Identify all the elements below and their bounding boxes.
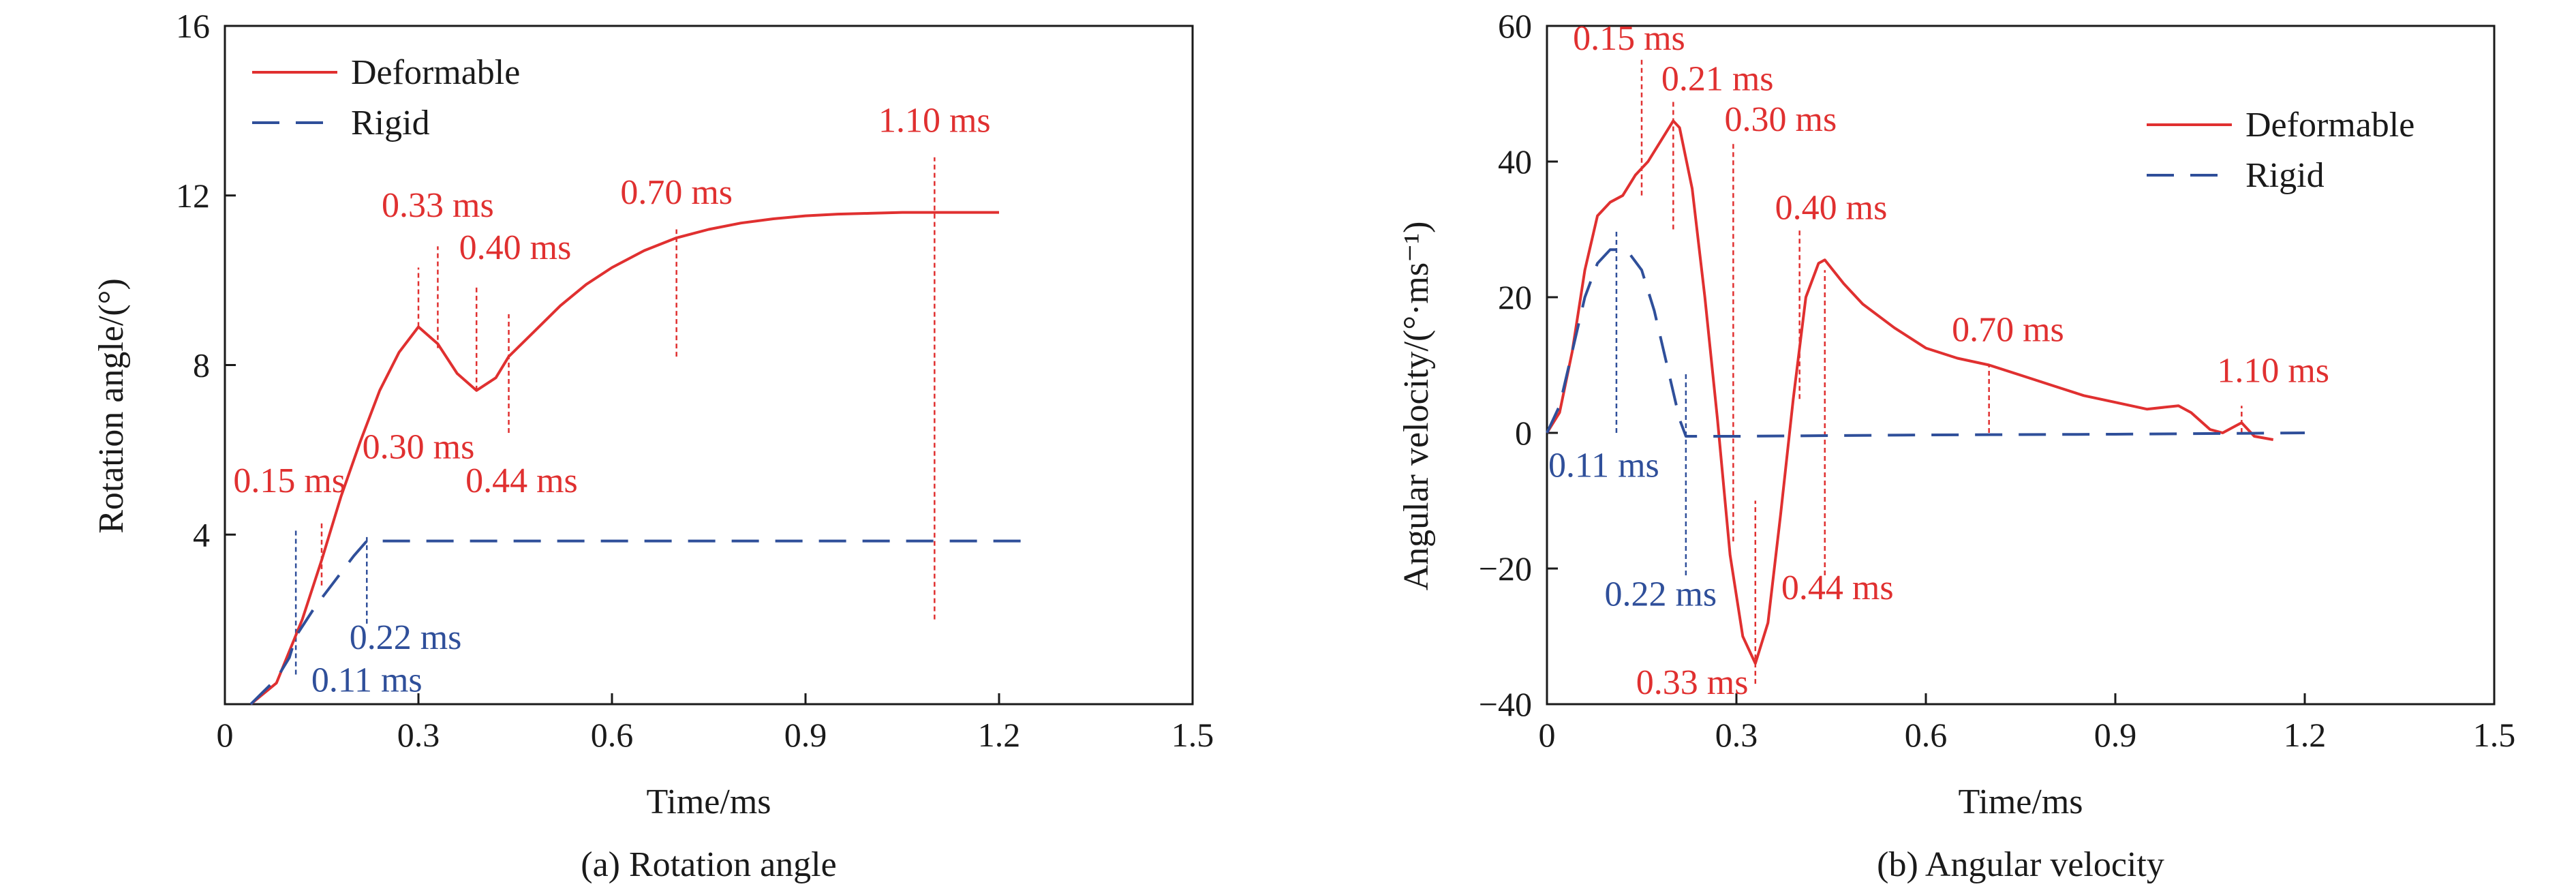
annotation-label: 0.44 ms <box>465 461 578 500</box>
annotation-label: 0.33 ms <box>382 186 494 225</box>
y-tick-label: 0 <box>1515 414 1532 452</box>
x-tick-label: 1.5 <box>2473 716 2516 754</box>
panel-caption: (a) Rotation angle <box>581 845 836 884</box>
x-tick-label: 0.9 <box>784 716 827 754</box>
annotation-label: 0.44 ms <box>1781 569 1894 607</box>
y-tick-label: 60 <box>1498 7 1532 45</box>
y-axis-title: Angular velocity/(°·ms⁻¹) <box>1397 222 1436 591</box>
y-tick-label: 16 <box>176 7 210 45</box>
annotation-label: 0.40 ms <box>459 228 572 267</box>
y-tick-label: 12 <box>176 177 210 215</box>
annotation-label: 0.11 ms <box>1548 446 1659 485</box>
annotation-label: 1.10 ms <box>878 101 991 140</box>
legend-label: Rigid <box>351 104 430 142</box>
y-tick-label: −20 <box>1479 549 1532 588</box>
panel-caption: (b) Angular velocity <box>1877 845 2164 884</box>
x-axis-title: Time/ms <box>646 783 771 821</box>
x-tick-label: 0.3 <box>1715 716 1758 754</box>
annotation-label: 0.30 ms <box>363 427 475 466</box>
y-tick-label: 8 <box>193 346 210 384</box>
x-tick-label: 0.9 <box>2094 716 2137 754</box>
x-axis-title: Time/ms <box>1958 783 2083 821</box>
x-tick-label: 1.5 <box>1171 716 1214 754</box>
legend-label: Deformable <box>2245 106 2414 145</box>
x-tick-label: 0.6 <box>591 716 634 754</box>
annotation-label: 0.15 ms <box>233 461 346 500</box>
y-tick-label: 20 <box>1498 278 1532 316</box>
annotation-label: 0.30 ms <box>1725 100 1837 139</box>
series-line-rigid <box>1546 248 2305 438</box>
annotation-label: 0.21 ms <box>1661 60 1774 99</box>
annotation-label: 1.10 ms <box>2217 351 2329 390</box>
series-line-deformable <box>249 211 999 706</box>
y-tick-label: −40 <box>1479 685 1532 723</box>
annotation-label: 0.70 ms <box>620 173 733 212</box>
y-axis-title: Rotation angle/(°) <box>92 278 131 534</box>
legend-label: Deformable <box>351 53 520 92</box>
annotation-label: 0.22 ms <box>350 618 462 657</box>
legend-label: Rigid <box>2245 156 2325 195</box>
series-line-deformable <box>1546 119 2274 665</box>
panel-angular-velocity: 0 0.3 0.6 0.9 1.2 1.5 −40 −20 0 20 40 60 Time/ms Angu… <box>1397 7 2515 884</box>
x-tick-label: 0.6 <box>1905 716 1948 754</box>
annotation-label: 0.22 ms <box>1604 575 1717 614</box>
annotation-label: 0.33 ms <box>1636 663 1749 702</box>
plot-frame <box>1546 25 2496 706</box>
y-tick-label: 4 <box>193 515 210 554</box>
y-tick-label: 40 <box>1498 142 1532 181</box>
annotation-label: 0.11 ms <box>311 661 423 699</box>
panel-rotation-angle: 0 0.3 0.6 0.9 1.2 1.5 4 8 12 16 Time/ms Rotation an… <box>92 7 1214 884</box>
annotation-label: 0.15 ms <box>1573 19 1685 58</box>
x-tick-label: 0 <box>217 716 234 754</box>
annotation-label: 0.40 ms <box>1775 189 1888 228</box>
x-tick-label: 1.2 <box>978 716 1021 754</box>
annotation-label: 0.70 ms <box>1952 311 2064 350</box>
x-tick-label: 1.2 <box>2284 716 2327 754</box>
x-tick-label: 0.3 <box>397 716 440 754</box>
x-tick-label: 0 <box>1539 716 1556 754</box>
